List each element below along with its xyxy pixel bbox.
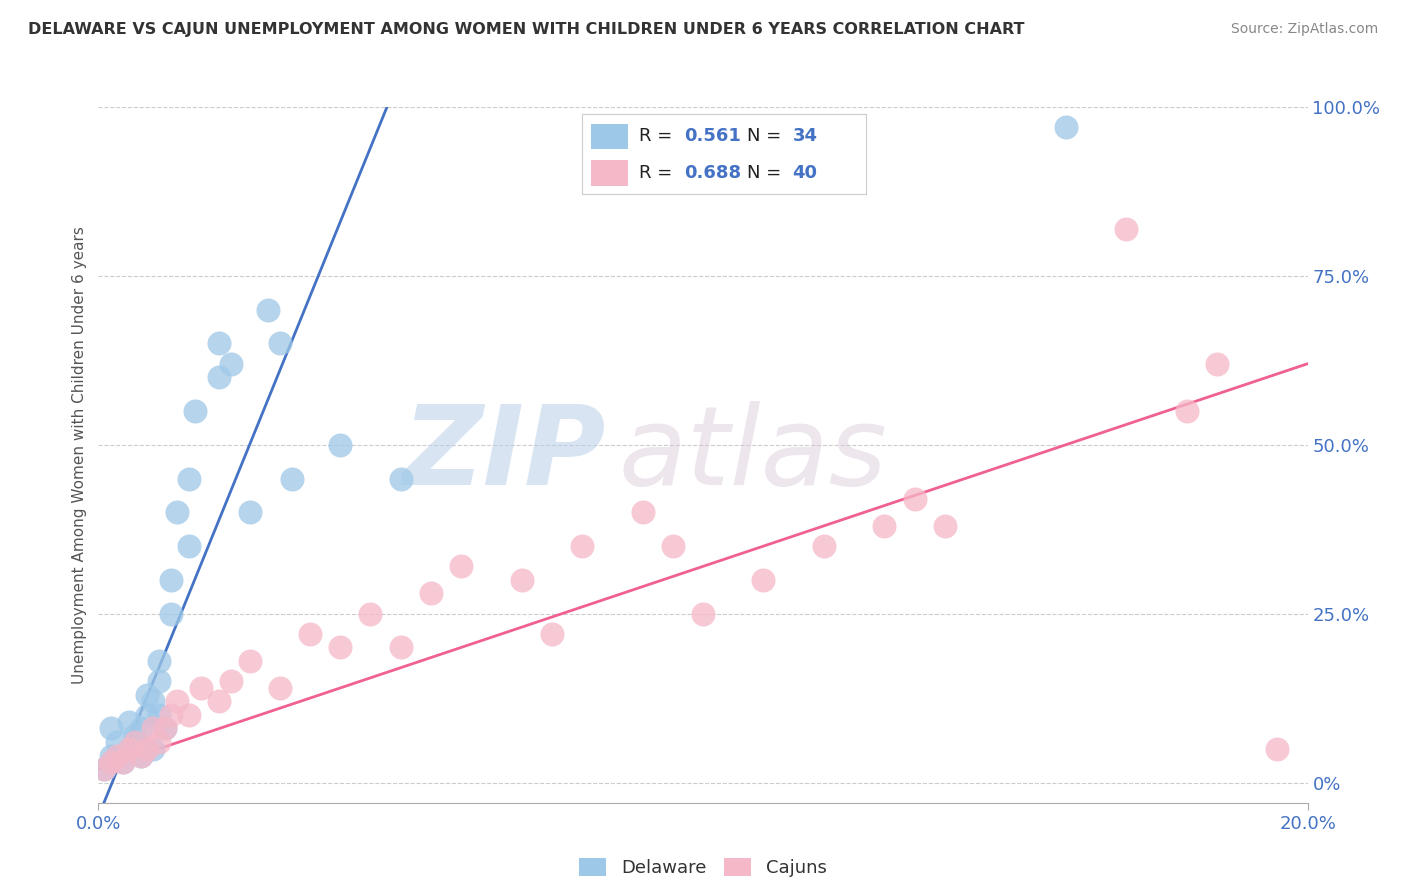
Text: ZIP: ZIP (402, 401, 606, 508)
Point (221, 674, 243, 689)
Point (148, 735, 170, 749)
Point (135, 708, 157, 723)
Point (100, 722, 122, 736)
Point (135, 688, 157, 702)
Point (389, 640, 412, 655)
Point (1206, 357, 1229, 371)
Point (813, 539, 835, 553)
Point (389, 472, 412, 486)
Point (111, 756, 134, 770)
Text: Source: ZipAtlas.com: Source: ZipAtlas.com (1230, 22, 1378, 37)
Y-axis label: Unemployment Among Women with Children Under 6 years: Unemployment Among Women with Children U… (72, 226, 87, 684)
Point (148, 708, 170, 723)
Point (208, 370, 231, 384)
Point (135, 741, 157, 756)
Point (100, 756, 122, 770)
Point (269, 681, 291, 695)
Point (93, 762, 115, 776)
Point (1267, 741, 1289, 756)
Point (153, 722, 176, 736)
Point (166, 505, 188, 519)
Point (160, 708, 183, 723)
Point (329, 438, 352, 452)
Point (142, 741, 165, 756)
Point (153, 722, 176, 736)
Point (148, 654, 170, 668)
Point (934, 519, 956, 533)
Point (281, 472, 304, 486)
Point (420, 586, 443, 600)
Point (124, 728, 146, 742)
Point (179, 708, 201, 723)
Point (100, 748, 122, 763)
Point (541, 627, 564, 641)
Point (1175, 404, 1198, 418)
Text: DELAWARE VS CAJUN UNEMPLOYMENT AMONG WOMEN WITH CHILDREN UNDER 6 YEARS CORRELATI: DELAWARE VS CAJUN UNEMPLOYMENT AMONG WOM… (28, 22, 1025, 37)
Point (221, 357, 243, 371)
Point (111, 756, 134, 770)
Point (118, 741, 141, 756)
Point (1054, 120, 1077, 135)
Point (142, 694, 165, 708)
Point (129, 748, 152, 763)
Point (124, 735, 146, 749)
Point (510, 573, 533, 587)
Point (692, 607, 714, 621)
Point (179, 539, 201, 553)
Point (360, 607, 382, 621)
Point (166, 694, 188, 708)
Point (142, 722, 165, 736)
Point (329, 640, 352, 655)
Point (269, 336, 291, 351)
Point (450, 559, 472, 574)
Point (118, 741, 141, 756)
Point (129, 722, 152, 736)
Point (752, 573, 775, 587)
Point (179, 472, 201, 486)
Point (239, 654, 262, 668)
Point (105, 735, 128, 749)
Point (129, 748, 152, 763)
Point (873, 519, 896, 533)
Point (662, 539, 685, 553)
Point (904, 491, 927, 506)
Point (571, 539, 593, 553)
Point (160, 573, 183, 587)
Point (148, 674, 170, 689)
Point (256, 302, 278, 317)
Point (631, 505, 654, 519)
Text: atlas: atlas (619, 401, 887, 508)
Point (184, 404, 207, 418)
Point (93, 762, 115, 776)
Point (118, 714, 141, 729)
Point (190, 681, 212, 695)
Point (1115, 221, 1137, 235)
Point (105, 748, 128, 763)
Point (208, 336, 231, 351)
Point (160, 607, 183, 621)
Legend: Delaware, Cajuns: Delaware, Cajuns (572, 850, 834, 884)
Point (239, 505, 262, 519)
Point (299, 627, 322, 641)
Point (208, 694, 231, 708)
